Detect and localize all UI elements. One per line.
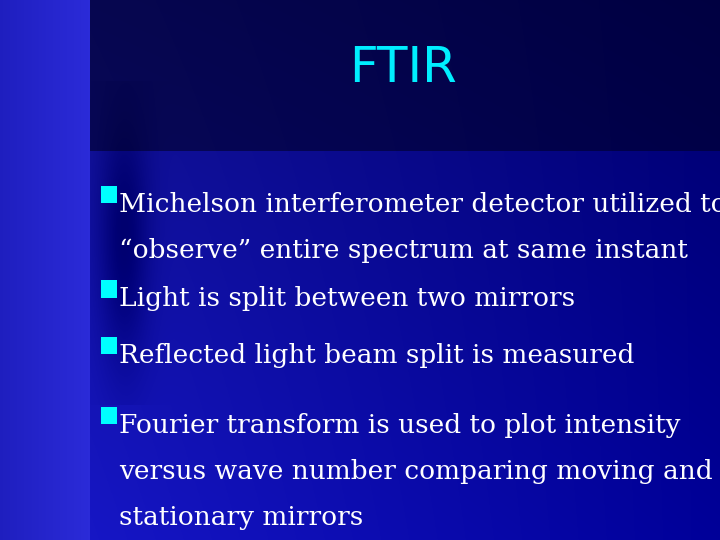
- Bar: [101, 280, 117, 298]
- Bar: [101, 407, 117, 424]
- Bar: [101, 337, 117, 354]
- Bar: [90, 0, 720, 151]
- Text: Fourier transform is used to plot intensity: Fourier transform is used to plot intens…: [119, 413, 680, 438]
- Text: Reflected light beam split is measured: Reflected light beam split is measured: [119, 343, 634, 368]
- Text: FTIR: FTIR: [349, 44, 457, 91]
- Text: Michelson interferometer detector utilized to: Michelson interferometer detector utiliz…: [119, 192, 720, 217]
- Text: versus wave number comparing moving and: versus wave number comparing moving and: [119, 459, 712, 484]
- Text: stationary mirrors: stationary mirrors: [119, 505, 363, 530]
- Bar: [101, 186, 117, 203]
- Text: “observe” entire spectrum at same instant: “observe” entire spectrum at same instan…: [119, 238, 688, 262]
- Text: Light is split between two mirrors: Light is split between two mirrors: [119, 286, 575, 311]
